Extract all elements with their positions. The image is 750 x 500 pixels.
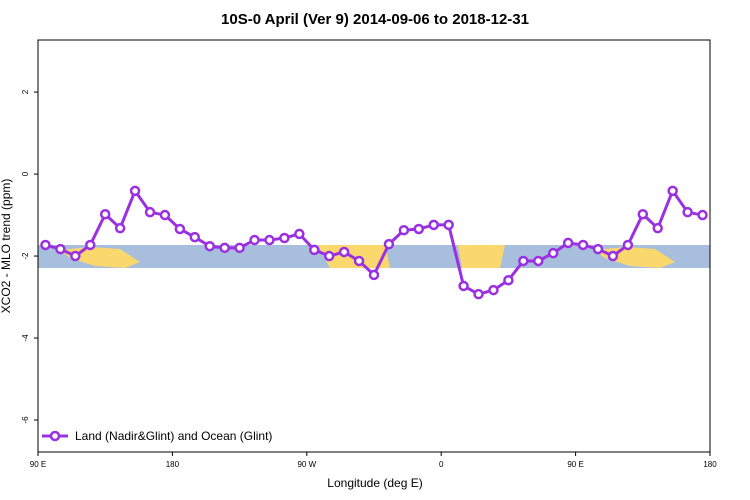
- data-point: [443, 219, 454, 231]
- data-point: [249, 234, 260, 246]
- data-point: [547, 247, 559, 259]
- data-point: [70, 250, 81, 262]
- x-tick-label: 90 W: [297, 460, 316, 469]
- data-point: [323, 250, 335, 262]
- y-tick-label: -6: [21, 416, 30, 424]
- data-point: [219, 242, 230, 254]
- x-tick-label: 180: [166, 460, 180, 469]
- y-tick-label: -4: [21, 334, 30, 342]
- data-point: [682, 206, 693, 218]
- x-tick-label: 0: [439, 460, 444, 469]
- data-point: [159, 209, 171, 221]
- data-point: [488, 284, 499, 296]
- land-patch: [458, 245, 505, 268]
- data-point: [189, 231, 201, 243]
- data-point: [204, 240, 215, 252]
- data-point: [398, 224, 410, 236]
- data-point: [144, 206, 156, 218]
- data-point: [473, 288, 484, 300]
- y-axis-label: XCO2 - MLO trend (ppm): [0, 179, 13, 314]
- data-point: [592, 243, 604, 255]
- data-point: [637, 208, 649, 220]
- chart-title: 10S-0 April (Ver 9) 2014-09-06 to 2018-1…: [221, 11, 529, 28]
- data-point: [697, 209, 708, 221]
- data-point: [533, 255, 544, 267]
- data-point: [174, 223, 186, 235]
- data-point: [279, 232, 290, 244]
- data-point: [607, 250, 619, 262]
- plot-frame: [37, 39, 711, 453]
- x-axis-label: Longitude (deg E): [327, 476, 422, 490]
- data-point: [85, 239, 96, 251]
- data-point: [383, 238, 395, 250]
- x-tick-label: 90 E: [30, 460, 46, 469]
- data-point: [353, 255, 365, 267]
- data-point: [234, 242, 245, 254]
- data-point: [99, 208, 111, 220]
- data-point: [294, 228, 305, 240]
- y-tick-label: 0: [21, 171, 30, 176]
- legend-label: Land (Nadir&Glint) and Ocean (Glint): [75, 429, 272, 443]
- data-point: [40, 239, 51, 251]
- data-point: [622, 239, 634, 251]
- legend-marker: [49, 430, 61, 442]
- x-tick-label: 90 E: [567, 460, 583, 469]
- data-point: [503, 274, 514, 286]
- data-point: [652, 222, 663, 234]
- data-point: [428, 219, 439, 231]
- data-point: [55, 243, 66, 255]
- data-point: [368, 269, 380, 281]
- data-point: [458, 280, 469, 292]
- y-tick-label: -2: [21, 252, 30, 260]
- x-tick-label: 180: [703, 460, 717, 469]
- data-point: [338, 246, 350, 258]
- data-point: [264, 234, 275, 246]
- data-point: [577, 239, 589, 251]
- data-point: [114, 222, 126, 234]
- y-tick-label: 2: [21, 89, 30, 94]
- data-point: [309, 244, 320, 256]
- data-point: [518, 255, 529, 267]
- data-point: [413, 223, 425, 235]
- data-point: [667, 185, 678, 197]
- legend: Land (Nadir&Glint) and Ocean (Glint): [42, 429, 272, 443]
- data-point: [562, 237, 574, 249]
- data-point: [129, 185, 141, 197]
